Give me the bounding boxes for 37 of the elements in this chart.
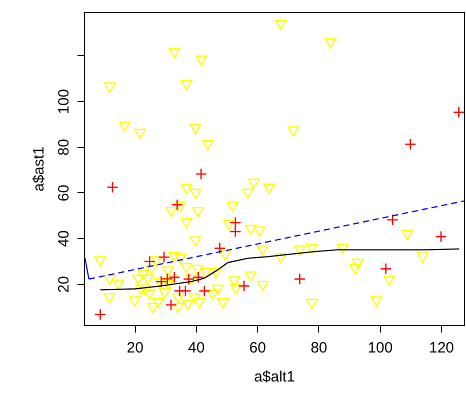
y-tick-label: 60 bbox=[56, 184, 72, 202]
point bbox=[171, 198, 184, 211]
y-tick-label: 20 bbox=[56, 276, 72, 293]
x-tick-label: 60 bbox=[249, 340, 266, 356]
x-tick-label: 120 bbox=[429, 340, 454, 356]
y-tick-label: 40 bbox=[56, 230, 72, 248]
x-axis-title: a$alt1 bbox=[254, 368, 295, 386]
point bbox=[238, 280, 250, 292]
point bbox=[174, 285, 186, 297]
point bbox=[168, 271, 180, 284]
point bbox=[229, 216, 242, 229]
y-tick-label: 100 bbox=[56, 89, 72, 114]
point bbox=[214, 242, 226, 254]
point bbox=[229, 226, 242, 238]
point bbox=[106, 181, 118, 194]
point bbox=[144, 256, 156, 268]
point bbox=[294, 273, 306, 285]
point bbox=[155, 276, 168, 288]
point bbox=[94, 308, 106, 320]
point bbox=[380, 262, 392, 275]
x-tick-label: 20 bbox=[126, 340, 144, 356]
x-tick-label: 100 bbox=[368, 340, 393, 356]
point bbox=[165, 299, 177, 311]
point bbox=[195, 168, 207, 180]
point bbox=[452, 106, 465, 118]
point bbox=[404, 138, 416, 150]
point bbox=[192, 271, 204, 284]
y-axis-title: a$ast1 bbox=[30, 146, 48, 192]
point bbox=[386, 214, 398, 226]
y-tick-label: 80 bbox=[56, 138, 72, 156]
point bbox=[158, 251, 170, 264]
point bbox=[198, 285, 210, 297]
x-tick-label: 40 bbox=[188, 340, 205, 356]
point bbox=[161, 272, 174, 285]
point bbox=[435, 230, 447, 242]
point bbox=[182, 273, 195, 285]
x-tick-label: 80 bbox=[310, 340, 328, 356]
